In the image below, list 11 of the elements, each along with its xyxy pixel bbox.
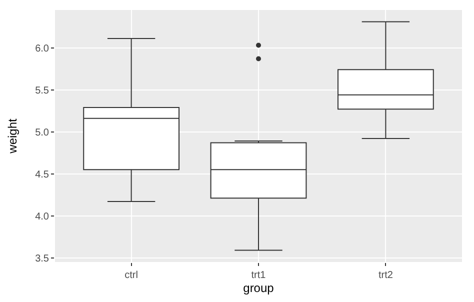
y-tick-label: 5.0 bbox=[35, 127, 50, 138]
x-tick-label: ctrl bbox=[124, 270, 138, 281]
y-axis-title: weight bbox=[5, 118, 20, 154]
y-tick-label: 4.5 bbox=[35, 169, 50, 180]
y-tick-label: 3.5 bbox=[35, 253, 50, 264]
y-tick-label: 6.0 bbox=[35, 43, 50, 54]
x-tick-label: trt1 bbox=[251, 270, 266, 281]
y-tick-label: 5.5 bbox=[35, 85, 50, 96]
x-tick-label: trt2 bbox=[378, 270, 394, 281]
y-tick-label: 4.0 bbox=[35, 211, 50, 222]
x-axis-title: group bbox=[243, 281, 274, 295]
